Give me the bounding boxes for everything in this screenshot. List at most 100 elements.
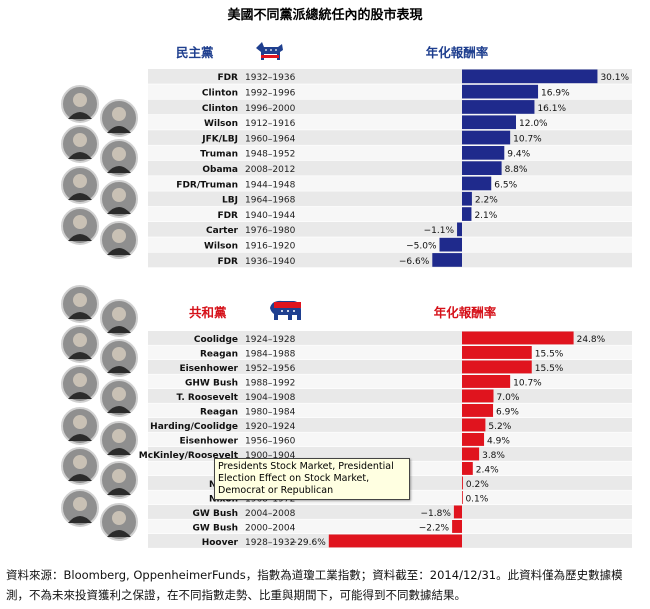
bar <box>462 462 473 475</box>
row-background <box>148 519 632 534</box>
portrait-icon <box>61 207 99 245</box>
row-background <box>148 389 632 403</box>
term-label: 1904–1908 <box>245 393 296 403</box>
value-label: 12.0% <box>519 119 548 129</box>
term-label: 1928–1932 <box>245 538 295 548</box>
bar <box>462 115 516 130</box>
bar <box>453 505 462 519</box>
republican-party-label: 共和黨 <box>189 305 227 320</box>
footnote-line-1: 資料來源：Bloomberg, OppenheimerFunds，指數為道瓊工業… <box>6 568 623 582</box>
bar <box>462 161 502 175</box>
term-label: 1920–1924 <box>245 422 296 432</box>
republican-row: Coolidge 1924–1928 24.8% <box>148 331 632 345</box>
president-label: T. Roosevelt <box>177 393 239 403</box>
president-label: FDR/Truman <box>176 180 238 190</box>
row-background <box>148 237 632 252</box>
bar <box>462 130 511 145</box>
portrait-icon <box>61 325 99 363</box>
portrait-icon <box>61 447 99 485</box>
democrat-row: Clinton 1992–1996 16.9% <box>148 84 632 99</box>
term-label: 2000–2004 <box>245 523 296 533</box>
value-label: 5.2% <box>488 422 511 432</box>
value-label: 6.5% <box>494 180 517 190</box>
portrait-icon <box>100 180 138 218</box>
bar <box>462 476 463 490</box>
value-label: 2.1% <box>474 211 497 221</box>
value-label: 0.1% <box>465 494 488 504</box>
row-background <box>148 176 632 191</box>
value-label: 16.9% <box>541 88 570 98</box>
president-label: Coolidge <box>194 335 238 345</box>
republican-value-header: 年化報酬率 <box>434 305 497 320</box>
bar <box>432 253 462 267</box>
portrait-icon <box>100 139 138 177</box>
term-label: 1900–1904 <box>245 451 296 461</box>
democrat-row: Wilson 1916–1920 −5.0% <box>148 237 632 252</box>
bar <box>328 534 462 548</box>
footnote-line-2: 測，不為未來投資獲利之保證，在不同指數走勢、比重與期間下，可能得到不同數據結果。 <box>6 588 466 602</box>
portrait-icon <box>100 339 138 377</box>
democrat-row: Wilson 1912–1916 12.0% <box>148 114 632 130</box>
portrait-icon <box>100 299 138 337</box>
bar <box>462 389 494 403</box>
value-label: 10.7% <box>513 378 542 388</box>
president-label: Hoover <box>202 538 239 548</box>
president-label: Clinton <box>202 104 238 114</box>
term-label: 1984–1988 <box>245 349 296 359</box>
value-label: 10.7% <box>513 134 542 144</box>
row-background <box>148 432 632 447</box>
bar <box>462 375 511 388</box>
bar <box>462 100 535 114</box>
republican-row: T. Roosevelt 1904–1908 7.0% <box>148 389 632 403</box>
value-label: 6.9% <box>496 407 519 417</box>
term-label: 1948–1952 <box>245 150 295 160</box>
value-label: 16.1% <box>537 104 566 114</box>
value-label: 30.1% <box>600 73 629 83</box>
row-background <box>148 206 632 222</box>
row-background <box>148 252 632 268</box>
value-label: 2.2% <box>475 196 498 206</box>
bar <box>439 237 462 252</box>
portrait-icon <box>61 125 99 163</box>
value-label: −1.1% <box>424 226 455 236</box>
bar <box>462 69 598 84</box>
republican-row: GHW Bush 1988–1992 10.7% <box>148 374 632 389</box>
bar <box>462 176 492 191</box>
value-label: 15.5% <box>535 349 564 359</box>
term-label: 1936–1940 <box>245 257 296 267</box>
term-label: 1980–1984 <box>245 407 296 417</box>
value-label: 4.9% <box>487 436 510 446</box>
president-label: LBJ <box>222 196 238 206</box>
democrat-row: Truman 1948–1952 9.4% <box>148 145 632 161</box>
republican-row: McKinley/Roosevelt 1900–1904 3.8% <box>139 447 632 461</box>
president-label: Clinton <box>202 88 238 98</box>
portrait-icon <box>61 85 99 123</box>
term-label: 1996–2000 <box>245 104 296 114</box>
portraits <box>61 85 138 541</box>
bar <box>462 491 463 504</box>
value-label: −6.6% <box>399 257 430 267</box>
bar <box>462 84 539 99</box>
president-label: Wilson <box>204 241 238 251</box>
president-label: Eisenhower <box>179 436 238 446</box>
bar <box>462 433 485 446</box>
republican-row: Eisenhower 1956–1960 4.9% <box>148 432 632 447</box>
value-label: 0.2% <box>466 480 489 490</box>
term-label: 1976–1980 <box>245 226 296 236</box>
bar <box>462 418 486 432</box>
democrat-row: Clinton 1996–2000 16.1% <box>148 99 632 115</box>
row-background <box>148 160 632 176</box>
president-label: FDR <box>217 257 238 267</box>
president-label: GW Bush <box>193 509 238 519</box>
bar <box>462 447 480 461</box>
bar <box>462 146 505 160</box>
term-label: 1940–1944 <box>245 211 296 221</box>
democrat-row: LBJ 1964–1968 2.2% <box>148 191 632 207</box>
democrat-row: JFK/LBJ 1960–1964 10.7% <box>148 130 632 145</box>
value-label: 3.8% <box>482 451 505 461</box>
republican-rows: Coolidge 1924–1928 24.8% Reagan 1984–1988 15.… <box>139 331 632 548</box>
democrat-row: FDR/Truman 1944–1948 6.5% <box>148 176 632 191</box>
president-label: Wilson <box>204 119 238 129</box>
president-label: FDR <box>217 73 238 83</box>
